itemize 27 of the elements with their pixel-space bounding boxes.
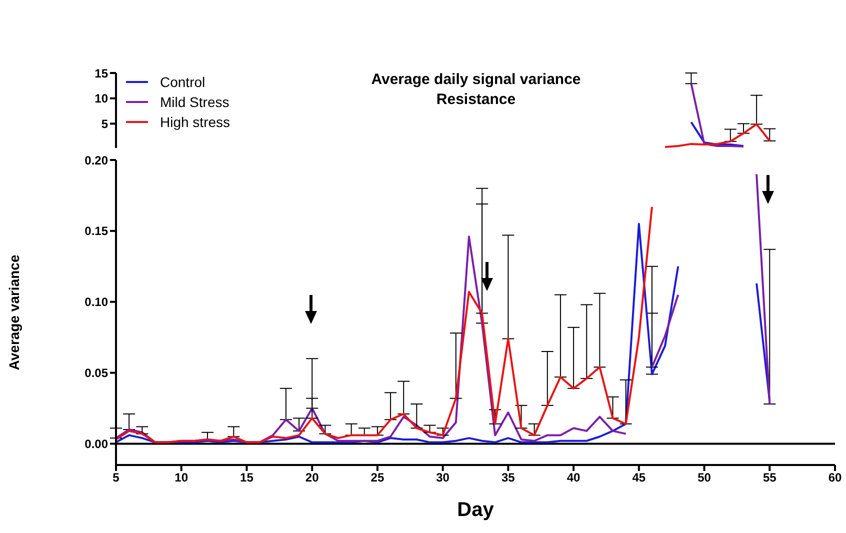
legend-label: Control [160, 73, 206, 92]
y-tick-label: 0.00 [84, 436, 108, 451]
y-tick-label: 0.10 [84, 295, 108, 310]
y-axis-title: Average variance [6, 254, 22, 370]
x-tick-label: 30 [436, 470, 450, 485]
chart-title: Average daily signal variance [371, 71, 581, 88]
x-tick-label: 50 [698, 470, 712, 485]
x-tick-label: 45 [632, 470, 646, 485]
x-tick-label: 55 [762, 470, 777, 485]
x-tick-label: 15 [240, 470, 254, 485]
x-tick-label: 40 [566, 470, 581, 485]
y-tick-label: 15 [94, 66, 108, 80]
x-tick-label: 20 [305, 470, 320, 485]
legend-label: Mild Stress [160, 93, 230, 112]
x-tick-label: 10 [174, 470, 188, 485]
x-axis-title: Day [457, 499, 495, 521]
x-tick-label: 5 [112, 470, 120, 485]
y-tick-label: 0.15 [84, 224, 108, 238]
x-tick-label: 60 [828, 470, 842, 485]
y-tick-label: 0.05 [84, 366, 108, 380]
y-tick-label: 10 [94, 92, 108, 106]
legend-label: High stress [160, 113, 230, 132]
y-tick-label: 0.20 [84, 153, 108, 168]
x-tick-label: 25 [370, 470, 384, 485]
y-tick-label: 5 [101, 116, 108, 131]
x-tick-label: 35 [502, 470, 516, 485]
text: Resistance [436, 91, 516, 108]
